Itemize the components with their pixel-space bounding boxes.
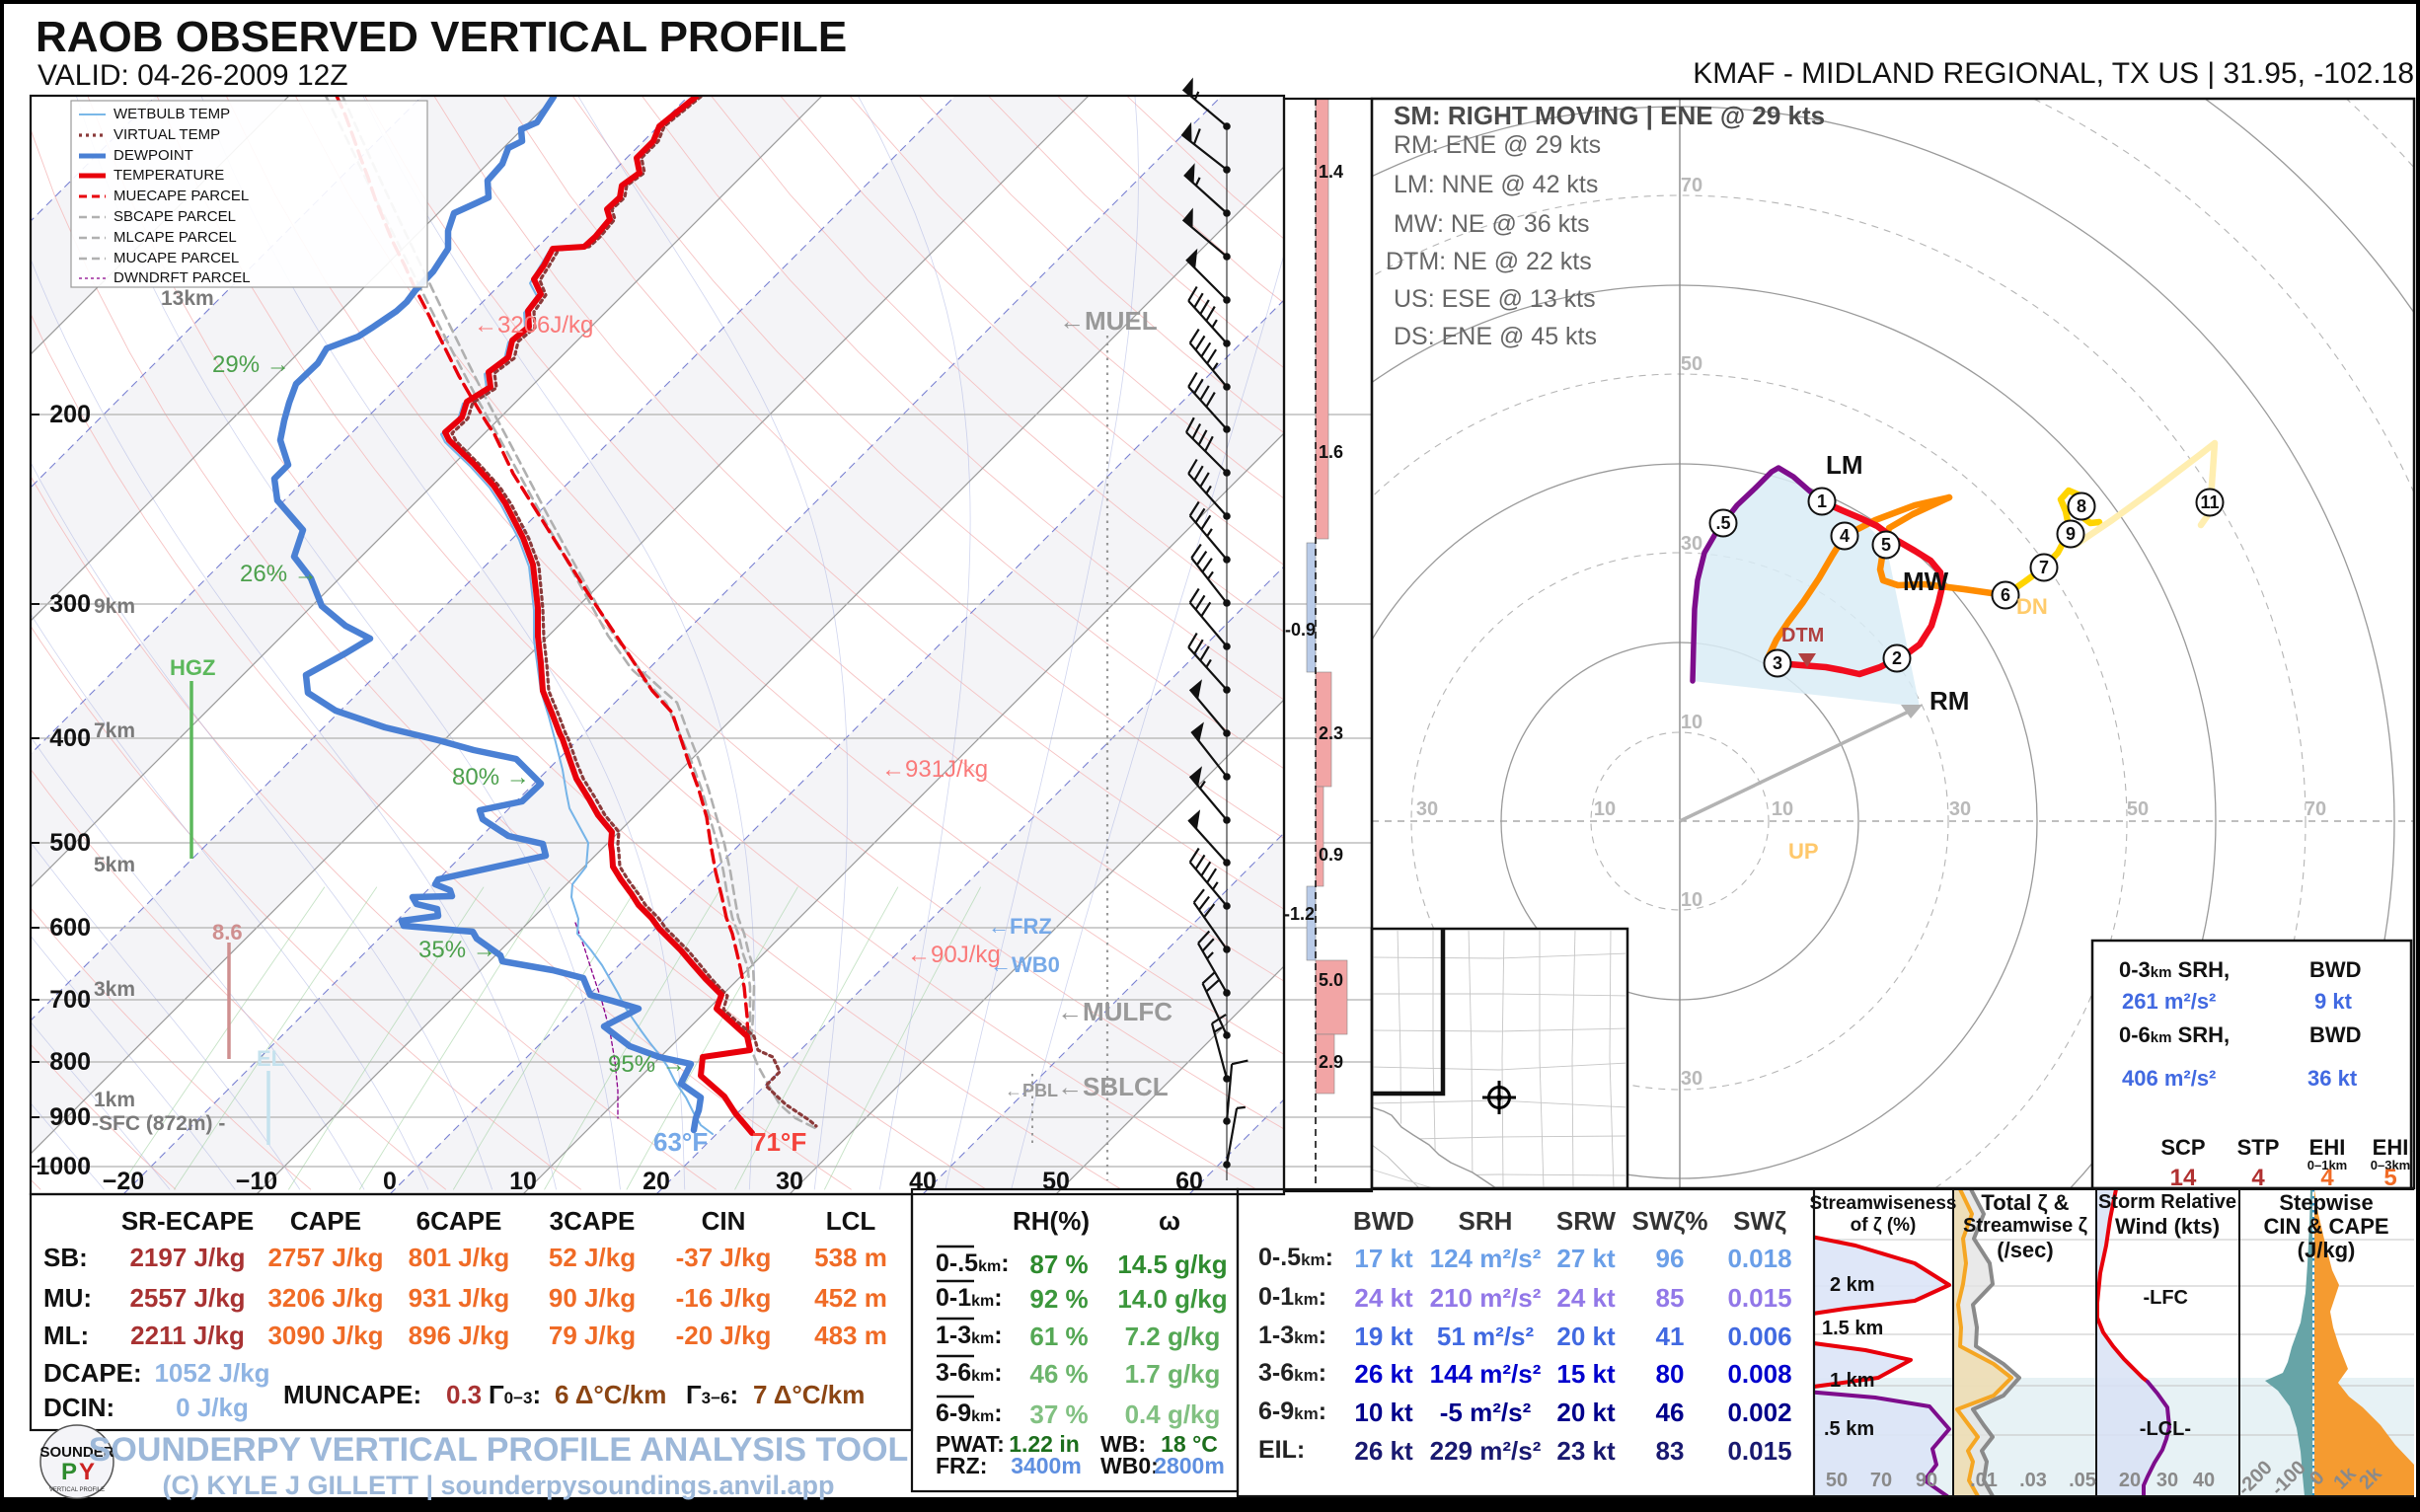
svg-text:6: 6 — [2001, 585, 2010, 605]
svg-text:8: 8 — [2077, 496, 2086, 516]
svg-text:11: 11 — [2200, 492, 2219, 512]
svg-text:30: 30 — [1949, 798, 1971, 820]
svg-text:4: 4 — [1840, 526, 1850, 546]
svg-text:.5: .5 — [1715, 513, 1730, 533]
svg-text:3: 3 — [1773, 653, 1782, 673]
svg-text:30: 30 — [1416, 798, 1438, 820]
svg-text:50: 50 — [1681, 353, 1702, 375]
svg-text:30: 30 — [1681, 1068, 1702, 1090]
svg-text:5: 5 — [1881, 535, 1891, 555]
svg-text:50: 50 — [2127, 798, 2149, 820]
svg-text:9: 9 — [2066, 524, 2076, 544]
svg-text:SOUNDER: SOUNDER — [39, 1444, 113, 1461]
svg-text:70: 70 — [1681, 175, 1702, 196]
svg-text:Y: Y — [79, 1459, 95, 1485]
svg-text:1: 1 — [1817, 491, 1827, 511]
svg-text:10: 10 — [1772, 798, 1793, 820]
svg-text:10: 10 — [1681, 712, 1702, 733]
svg-text:70: 70 — [2305, 798, 2326, 820]
svg-text:30: 30 — [1681, 533, 1702, 555]
svg-text:P: P — [61, 1459, 77, 1485]
svg-text:10: 10 — [1681, 889, 1702, 911]
svg-text:2: 2 — [1892, 648, 1902, 668]
svg-text:VERTICAL PROFILE: VERTICAL PROFILE — [49, 1487, 105, 1493]
svg-text:10: 10 — [1594, 798, 1616, 820]
svg-text:7: 7 — [2039, 558, 2049, 577]
